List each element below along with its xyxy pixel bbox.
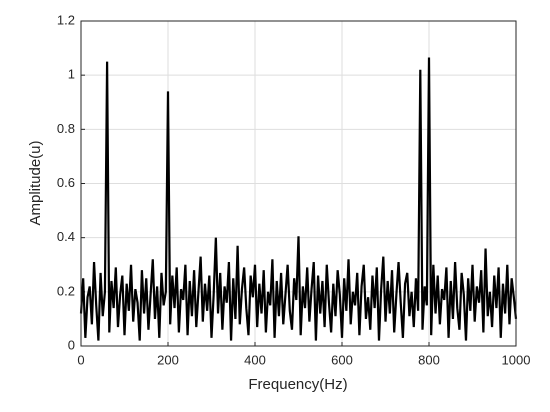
x-tick-label: 0	[77, 352, 84, 367]
x-axis-label: Frequency(Hz)	[248, 376, 347, 393]
x-tick-label: 200	[157, 352, 179, 367]
y-tick-label: 1	[68, 67, 75, 82]
x-tick-label: 400	[244, 352, 266, 367]
y-tick-label: 0.8	[57, 121, 75, 136]
y-tick-label: 1.2	[57, 12, 75, 27]
y-tick-label: 0.6	[57, 175, 75, 190]
x-tick-label: 1000	[502, 352, 531, 367]
plot-frame	[80, 20, 517, 347]
x-tick-label: 800	[418, 352, 440, 367]
y-tick-label: 0.4	[57, 229, 75, 244]
spectrum-line	[79, 57, 518, 341]
y-tick-label: 0	[68, 337, 75, 352]
x-tick-label: 600	[331, 352, 353, 367]
y-tick-label: 0.2	[57, 283, 75, 298]
y-axis-label: Amplitude(u)	[27, 140, 44, 225]
